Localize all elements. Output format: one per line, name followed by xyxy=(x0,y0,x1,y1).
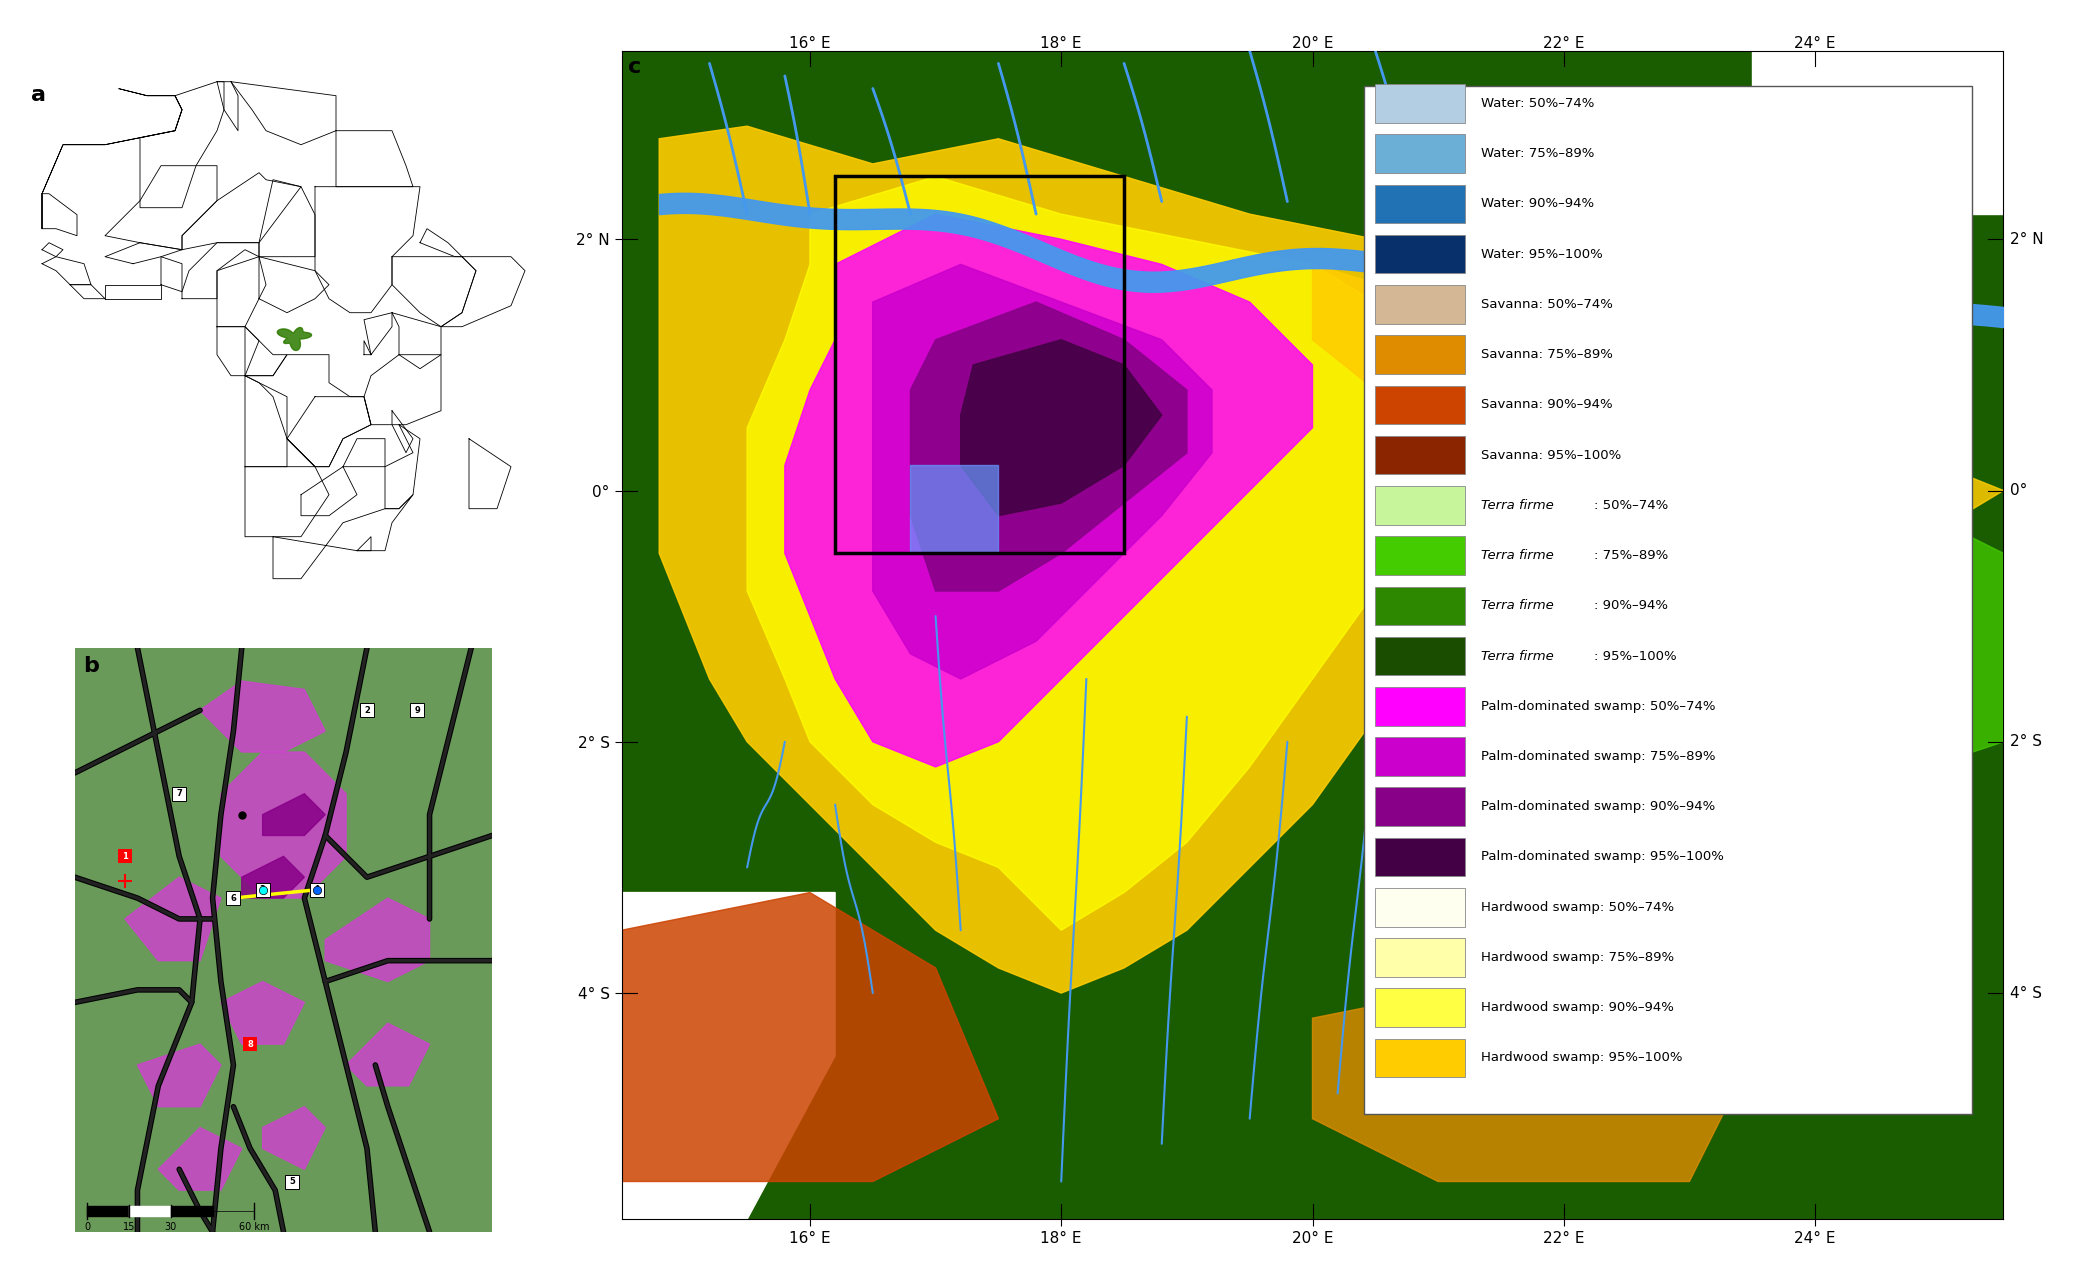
Text: Terra firme: Terra firme xyxy=(1480,599,1554,612)
Text: Palm-dominated swamp: 50%–74%: Palm-dominated swamp: 50%–74% xyxy=(1480,700,1716,712)
FancyBboxPatch shape xyxy=(1363,86,1972,1114)
Text: Hardwood swamp: 90%–94%: Hardwood swamp: 90%–94% xyxy=(1480,1001,1674,1015)
Text: 18° E: 18° E xyxy=(1040,36,1082,51)
FancyBboxPatch shape xyxy=(1376,787,1464,826)
Polygon shape xyxy=(262,1106,326,1170)
FancyBboxPatch shape xyxy=(1376,536,1464,575)
Polygon shape xyxy=(748,177,1502,930)
Text: 16° E: 16° E xyxy=(790,36,832,51)
Polygon shape xyxy=(346,1024,430,1086)
Text: 2° S: 2° S xyxy=(2010,734,2041,749)
Text: 20° E: 20° E xyxy=(1292,36,1334,51)
Text: 1: 1 xyxy=(122,852,128,861)
Text: 7: 7 xyxy=(176,789,183,799)
Polygon shape xyxy=(158,1128,242,1190)
Text: 0: 0 xyxy=(84,1222,90,1232)
Polygon shape xyxy=(785,215,1312,767)
Polygon shape xyxy=(911,465,998,554)
Text: 2: 2 xyxy=(363,706,370,715)
FancyBboxPatch shape xyxy=(1376,284,1464,324)
Text: Savanna: 95%–100%: Savanna: 95%–100% xyxy=(1480,448,1621,461)
Text: 0°: 0° xyxy=(2010,483,2026,498)
Text: Savanna: 50%–74%: Savanna: 50%–74% xyxy=(1480,298,1613,311)
Polygon shape xyxy=(220,982,304,1044)
Text: 22° E: 22° E xyxy=(1544,36,1586,51)
Polygon shape xyxy=(622,893,836,1219)
Text: Palm-dominated swamp: 75%–89%: Palm-dominated swamp: 75%–89% xyxy=(1480,751,1716,763)
Text: 60 km: 60 km xyxy=(239,1222,269,1232)
FancyBboxPatch shape xyxy=(1376,84,1464,123)
Polygon shape xyxy=(277,328,311,351)
Text: Hardwood swamp: 50%–74%: Hardwood swamp: 50%–74% xyxy=(1480,900,1674,913)
FancyBboxPatch shape xyxy=(1376,1039,1464,1077)
Text: : 50%–74%: : 50%–74% xyxy=(1594,499,1670,512)
Polygon shape xyxy=(124,878,220,960)
Text: Water: 90%–94%: Water: 90%–94% xyxy=(1480,197,1594,211)
Text: 8: 8 xyxy=(248,1040,252,1049)
FancyBboxPatch shape xyxy=(1376,687,1464,725)
Text: 9: 9 xyxy=(414,706,420,715)
Text: Palm-dominated swamp: 90%–94%: Palm-dominated swamp: 90%–94% xyxy=(1480,800,1716,813)
Text: Savanna: 90%–94%: Savanna: 90%–94% xyxy=(1480,399,1613,411)
Polygon shape xyxy=(960,340,1161,516)
FancyBboxPatch shape xyxy=(1376,135,1464,173)
Polygon shape xyxy=(220,752,346,898)
Text: 30: 30 xyxy=(164,1222,176,1232)
FancyBboxPatch shape xyxy=(1376,737,1464,776)
Text: Water: 75%–89%: Water: 75%–89% xyxy=(1480,147,1594,160)
Polygon shape xyxy=(242,856,304,898)
FancyBboxPatch shape xyxy=(1376,939,1464,977)
Polygon shape xyxy=(1502,465,2003,805)
FancyBboxPatch shape xyxy=(1376,386,1464,424)
Text: c: c xyxy=(628,57,643,76)
Polygon shape xyxy=(911,302,1186,591)
Text: 15: 15 xyxy=(124,1222,134,1232)
Text: 4° S: 4° S xyxy=(2010,986,2041,1001)
Polygon shape xyxy=(1312,264,2003,554)
FancyBboxPatch shape xyxy=(1376,838,1464,876)
Polygon shape xyxy=(659,126,1688,993)
Text: 3: 3 xyxy=(260,885,265,894)
Text: b: b xyxy=(84,657,99,677)
Text: 2° N: 2° N xyxy=(2010,231,2043,246)
Text: Water: 95%–100%: Water: 95%–100% xyxy=(1480,248,1602,260)
Text: Hardwood swamp: 75%–89%: Hardwood swamp: 75%–89% xyxy=(1480,951,1674,964)
Text: Water: 50%–74%: Water: 50%–74% xyxy=(1480,97,1594,110)
Text: : 95%–100%: : 95%–100% xyxy=(1594,649,1678,663)
Text: Terra firme: Terra firme xyxy=(1480,499,1554,512)
FancyBboxPatch shape xyxy=(1376,235,1464,273)
Text: 4: 4 xyxy=(313,885,319,894)
Text: a: a xyxy=(32,85,46,105)
Text: : 90%–94%: : 90%–94% xyxy=(1594,599,1667,612)
Text: 6: 6 xyxy=(231,894,237,903)
Text: Savanna: 75%–89%: Savanna: 75%–89% xyxy=(1480,348,1613,361)
Text: 24° E: 24° E xyxy=(1793,36,1835,51)
Polygon shape xyxy=(136,1044,220,1106)
Text: : 75%–89%: : 75%–89% xyxy=(1594,549,1670,563)
FancyBboxPatch shape xyxy=(1376,486,1464,525)
Polygon shape xyxy=(1564,641,1940,867)
Text: 5: 5 xyxy=(290,1177,294,1186)
FancyBboxPatch shape xyxy=(1376,184,1464,224)
Polygon shape xyxy=(874,264,1212,679)
Bar xyxy=(836,177,1124,554)
Polygon shape xyxy=(200,681,326,752)
FancyBboxPatch shape xyxy=(1376,988,1464,1027)
Polygon shape xyxy=(1312,968,1751,1181)
FancyBboxPatch shape xyxy=(1376,587,1464,625)
FancyBboxPatch shape xyxy=(1376,888,1464,927)
Text: Terra firme: Terra firme xyxy=(1480,549,1554,563)
Text: Hardwood swamp: 95%–100%: Hardwood swamp: 95%–100% xyxy=(1480,1052,1682,1064)
Text: Palm-dominated swamp: 95%–100%: Palm-dominated swamp: 95%–100% xyxy=(1480,851,1724,864)
FancyBboxPatch shape xyxy=(1376,335,1464,373)
Text: Terra firme: Terra firme xyxy=(1480,649,1554,663)
Polygon shape xyxy=(1751,51,2003,215)
Polygon shape xyxy=(262,794,326,836)
FancyBboxPatch shape xyxy=(1376,436,1464,475)
Polygon shape xyxy=(622,893,998,1181)
FancyBboxPatch shape xyxy=(1376,636,1464,676)
Polygon shape xyxy=(326,898,430,982)
